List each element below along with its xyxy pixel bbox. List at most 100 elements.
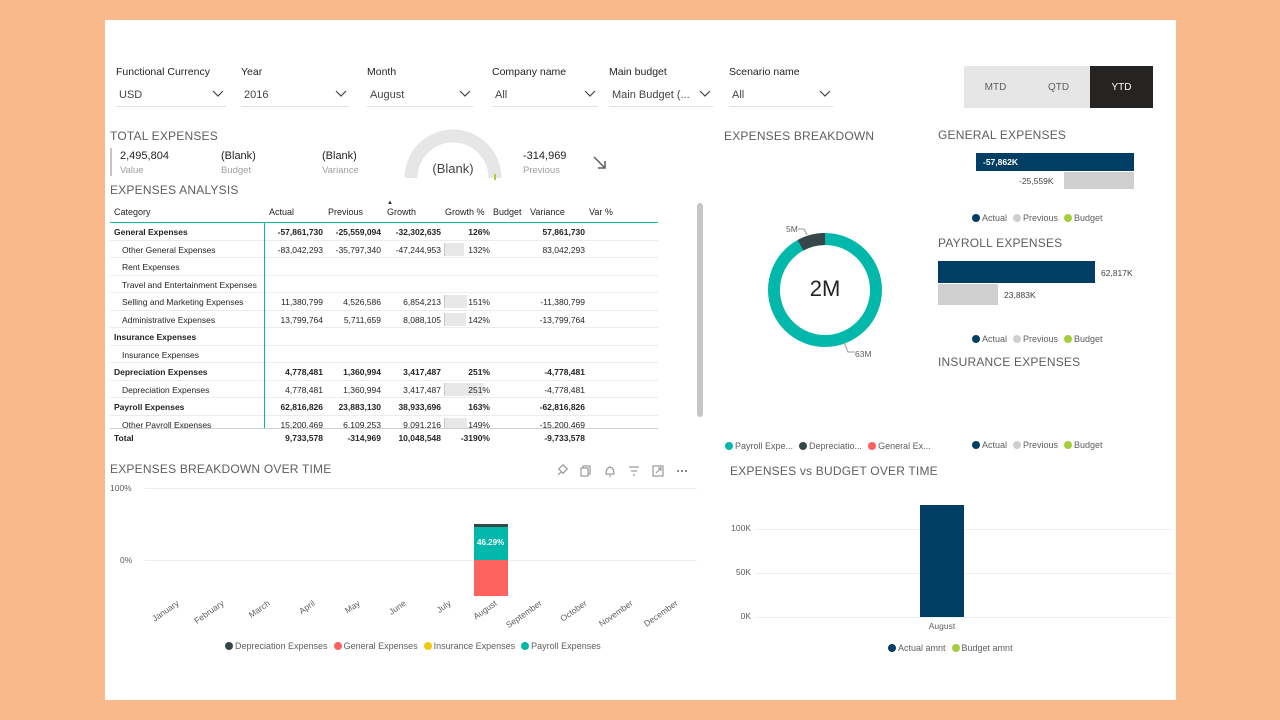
row-category: Rent Expenses [122, 262, 180, 272]
legend-item[interactable]: General Expenses [333, 641, 418, 651]
row-actual: 4,778,481 [285, 384, 323, 395]
total-expenses-title: TOTAL EXPENSES [110, 129, 218, 143]
row-growth: 3,417,487 [403, 367, 441, 377]
table-row[interactable]: Other Payroll Expenses 15,200,469 6,109,25… [110, 416, 658, 429]
row-actual: 11,380,799 [281, 297, 323, 307]
legend-dot [951, 644, 960, 652]
filter-dropdown[interactable]: 2016 [241, 85, 349, 107]
gridline [145, 488, 697, 489]
ytd-button[interactable]: YTD [1090, 66, 1153, 108]
table-row[interactable]: Depreciation Expenses 4,778,481 1,360,994 3… [110, 381, 658, 398]
legend-label: Depreciatio... [809, 441, 863, 451]
table-row[interactable]: Payroll Expenses 62,816,826 23,883,130 38,9… [110, 398, 658, 416]
legend-item[interactable]: Previous [1013, 213, 1058, 223]
legend-item[interactable]: Payroll Expenses [521, 641, 601, 651]
legend-item[interactable]: Actual amnt [888, 643, 946, 653]
filter-label: Month [367, 66, 397, 78]
row-previous: 5,711,659 [343, 314, 381, 325]
filter-dropdown[interactable]: Main Budget (... [609, 85, 713, 107]
expand-icon[interactable] [651, 464, 665, 478]
column-header[interactable]: Variance [530, 207, 565, 217]
legend-item[interactable]: Actual [972, 334, 1007, 344]
table-row[interactable]: Insurance Expenses [110, 346, 658, 363]
kpi-previous: -314,969 [523, 150, 567, 162]
chevron-down-icon [819, 89, 831, 99]
legend-item[interactable]: Previous [1013, 334, 1058, 344]
legend-label: Payroll Expe... [735, 441, 794, 451]
bar-segment[interactable] [473, 560, 508, 597]
table-row[interactable]: Administrative Expenses 13,799,764 5,711,6… [110, 311, 658, 328]
payroll-actual-bar[interactable] [938, 261, 1095, 283]
growth-data-bar [444, 242, 464, 256]
mtd-button[interactable]: MTD [964, 66, 1027, 108]
row-category: Insurance Expenses [114, 332, 197, 342]
payroll-previous-bar[interactable] [938, 284, 998, 305]
filter-dropdown[interactable]: All [492, 85, 598, 107]
table-row[interactable]: Other General Expenses -83,042,293 -35,797… [110, 241, 658, 258]
growth-data-bar [444, 417, 467, 428]
column-header[interactable]: Growth [387, 207, 417, 217]
legend-label: Budget amnt [961, 643, 1013, 653]
column-header[interactable]: Var % [589, 207, 613, 217]
legend-item[interactable]: General Ex... [868, 441, 931, 451]
column-header[interactable]: Budget [493, 207, 522, 217]
legend-item[interactable]: Previous [1013, 440, 1058, 450]
expenses-breakdown-donut[interactable] [760, 225, 890, 355]
pin-icon[interactable] [555, 464, 569, 478]
actual-amount-bar[interactable] [920, 504, 964, 617]
filter-dropdown[interactable]: August [367, 85, 473, 107]
bar-segment[interactable] [473, 524, 508, 527]
row-growth: 9,091,216 [403, 419, 441, 429]
legend-item[interactable]: Budget amnt [951, 643, 1013, 653]
table-row[interactable]: Travel and Entertainment Expenses [110, 276, 658, 293]
more-icon[interactable] [675, 464, 689, 478]
legend-item[interactable]: Actual [972, 213, 1007, 223]
y-tick-label: 50K [735, 567, 751, 578]
legend-dot [972, 214, 980, 222]
legend-item[interactable]: Depreciatio... [799, 441, 862, 451]
table-row[interactable]: General Expenses -57,861,730 -25,559,094 -3… [110, 223, 658, 241]
general-actual-bar[interactable] [976, 153, 1134, 171]
column-header[interactable]: Category [114, 207, 151, 217]
row-category: Depreciation Expenses [114, 367, 208, 377]
general-previous-label: -25,559K [1019, 176, 1054, 186]
kpi-variance-label: Variance [322, 165, 359, 176]
qtd-button[interactable]: QTD [1027, 66, 1090, 108]
chevron-down-icon [212, 89, 224, 99]
legend-dot [1013, 441, 1022, 449]
general-previous-bar[interactable] [1064, 172, 1134, 189]
table-row[interactable]: Insurance Expenses [110, 328, 658, 346]
kpi-budget: (Blank) [221, 150, 256, 162]
table-row[interactable]: Depreciation Expenses 4,778,481 1,360,994 3… [110, 363, 658, 381]
bar-data-label: 46.29% [477, 538, 505, 548]
filter-dropdown[interactable]: USD [116, 85, 226, 107]
copy-icon[interactable] [579, 464, 593, 478]
bell-icon[interactable] [603, 464, 617, 478]
donut-center-label: 2M [809, 276, 841, 301]
column-header[interactable]: Growth % [445, 207, 485, 217]
filter-icon[interactable] [627, 464, 641, 478]
bar-segment[interactable] [473, 526, 508, 560]
general-actual-label: -57,862K [983, 157, 1018, 167]
legend-dot [1013, 335, 1022, 343]
column-header[interactable]: Actual [269, 207, 295, 217]
table-row[interactable]: Rent Expenses [110, 258, 658, 276]
filter-value: All [732, 89, 745, 101]
row-actual: 15,200,469 [280, 419, 323, 429]
filter-label: Company name [492, 66, 567, 78]
legend-item[interactable]: Insurance Expenses [423, 641, 515, 651]
filter-dropdown[interactable]: All [729, 85, 833, 107]
y-tick-label: 0% [120, 555, 133, 565]
legend-item[interactable]: Budget [1064, 334, 1103, 344]
table-row[interactable]: Selling and Marketing Expenses 11,380,799… [110, 293, 658, 311]
legend-item[interactable]: Depreciation Expenses [225, 641, 328, 651]
legend-item[interactable]: Actual [972, 440, 1007, 450]
table-scrollbar[interactable] [697, 203, 703, 417]
column-header[interactable]: Previous [328, 207, 364, 217]
legend-dot [972, 335, 980, 343]
legend-item[interactable]: Payroll Expe... [725, 441, 793, 451]
legend-item[interactable]: Budget [1064, 440, 1103, 450]
insurance-expenses-title: INSURANCE EXPENSES [938, 355, 1081, 369]
row-growth-pct: 126% [468, 227, 490, 237]
legend-item[interactable]: Budget [1064, 213, 1103, 223]
